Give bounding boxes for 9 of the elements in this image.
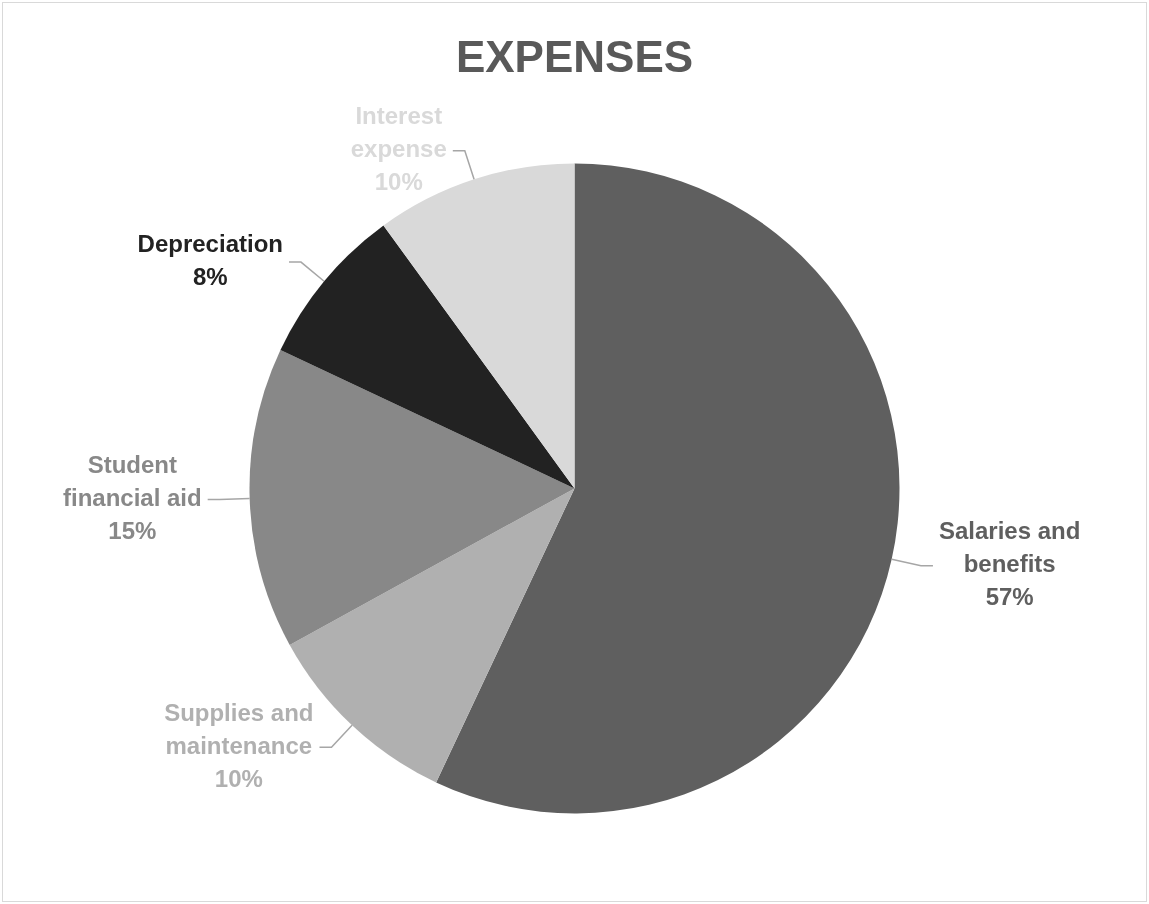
slice-label: Salaries and benefits	[938, 517, 1081, 578]
data-label: 15%	[108, 517, 157, 545]
slice-label: Supplies and maintenance	[164, 698, 314, 759]
slice-label: Student financial aid	[62, 451, 202, 512]
data-label: 10%	[214, 764, 263, 792]
data-label: 57%	[985, 583, 1034, 611]
chart-title: EXPENSES	[455, 31, 694, 81]
slice-label: Depreciation	[137, 230, 283, 258]
data-label: 8%	[192, 263, 228, 291]
